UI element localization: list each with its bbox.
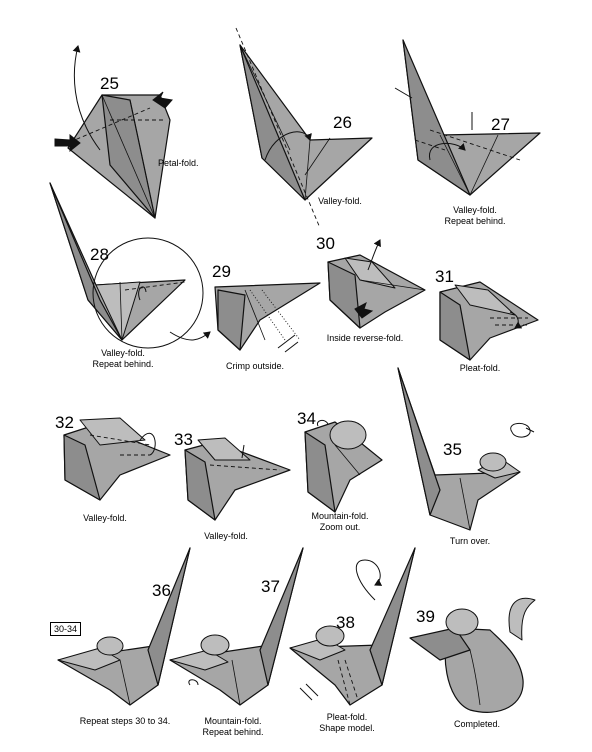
step-38-caption: Pleat-fold. Shape model. xyxy=(319,712,375,733)
step-28-caption: Valley-fold. Repeat behind. xyxy=(92,348,154,369)
step-32-drawing xyxy=(63,417,171,501)
step-number-25: 25 xyxy=(100,74,119,93)
step-33-drawing xyxy=(184,437,291,521)
step-36-drawing xyxy=(57,547,191,706)
step-30-drawing xyxy=(327,239,426,329)
step-number-38: 38 xyxy=(336,613,355,632)
step-39-caption: Completed. xyxy=(453,719,501,729)
step-number-33: 33 xyxy=(174,430,193,449)
step-number-31: 31 xyxy=(435,267,454,286)
step-33-caption: Valley-fold. xyxy=(204,531,248,541)
step-29-drawing xyxy=(214,282,321,353)
step-38-drawing xyxy=(289,547,416,706)
step-31-caption: Pleat-fold. xyxy=(459,363,501,373)
step-number-27: 27 xyxy=(491,115,510,134)
step-39-drawing xyxy=(409,597,536,713)
step-34-caption: Mountain-fold. Zoom out. xyxy=(311,511,369,532)
step-number-30: 30 xyxy=(316,234,335,253)
step-26-caption: Valley-fold. xyxy=(318,196,362,206)
step-32-caption: Valley-fold. xyxy=(83,513,127,523)
step-number-26: 26 xyxy=(333,113,352,132)
step-number-28: 28 xyxy=(90,245,109,264)
step-27-drawing xyxy=(394,39,541,196)
step-25-caption: Petal-fold. xyxy=(158,158,199,168)
step-35-drawing xyxy=(397,367,535,531)
repeat-steps-box: 30-34 xyxy=(50,622,82,636)
step-number-39: 39 xyxy=(416,607,435,626)
step-number-36: 36 xyxy=(152,581,171,600)
step-number-29: 29 xyxy=(212,262,231,281)
step-31-drawing xyxy=(439,281,539,361)
step-35-caption: Turn over. xyxy=(449,536,491,546)
step-34-drawing xyxy=(304,419,383,513)
step-29-caption: Crimp outside. xyxy=(225,361,285,371)
step-36-caption: Repeat steps 30 to 34. xyxy=(79,716,171,726)
step-27-caption: Valley-fold. Repeat behind. xyxy=(444,205,506,226)
step-number-34: 34 xyxy=(297,409,316,428)
step-25-drawing xyxy=(54,45,173,219)
step-30-caption: Inside reverse-fold. xyxy=(326,333,404,343)
step-number-32: 32 xyxy=(55,413,74,432)
step-26-drawing xyxy=(235,27,373,229)
step-number-35: 35 xyxy=(443,440,462,459)
step-number-37: 37 xyxy=(261,577,280,596)
step-28-drawing xyxy=(49,182,211,349)
step-37-drawing xyxy=(169,547,304,706)
step-37-caption: Mountain-fold. Repeat behind. xyxy=(202,716,264,737)
